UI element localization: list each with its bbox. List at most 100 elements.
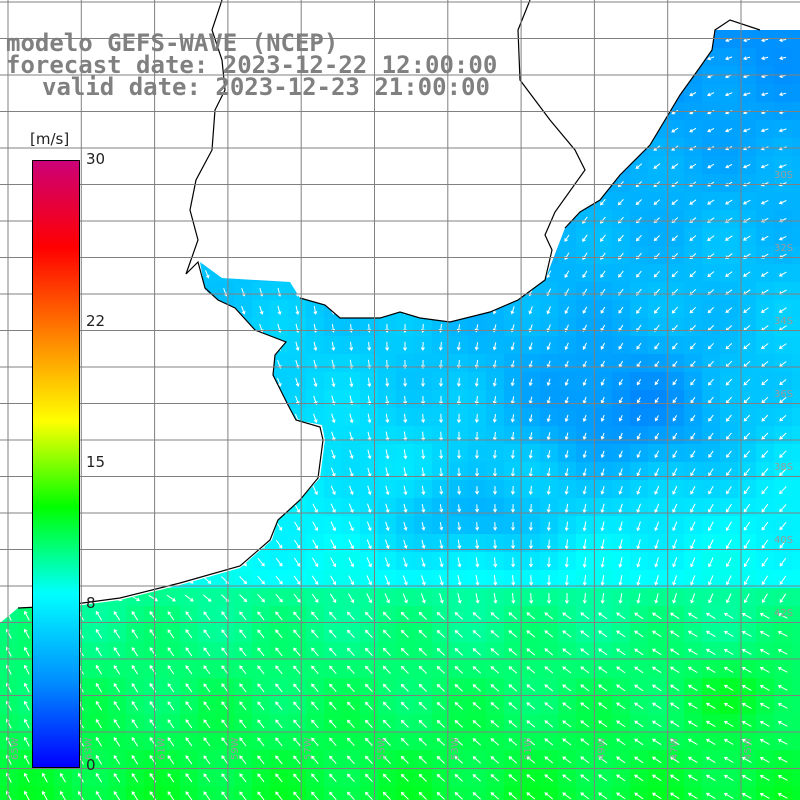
wind-vector	[385, 485, 390, 496]
field-cell	[774, 732, 793, 751]
wind-vector	[689, 92, 697, 97]
field-cell	[666, 696, 685, 715]
wind-vector	[544, 792, 554, 800]
wind-vector	[221, 647, 229, 657]
wind-vector	[689, 342, 696, 350]
wind-vector	[508, 774, 518, 782]
field-cell	[774, 48, 793, 67]
wind-vector	[113, 611, 121, 621]
field-cell	[738, 696, 757, 715]
wind-vector	[454, 773, 464, 782]
wind-vector	[454, 683, 464, 692]
wind-vector	[167, 755, 175, 765]
field-cell	[342, 624, 361, 643]
wind-vector	[723, 792, 734, 799]
field-cell	[774, 660, 793, 679]
wind-vector	[511, 592, 516, 604]
field-cell	[540, 606, 559, 625]
field-cell	[234, 606, 253, 625]
wind-vector	[185, 719, 193, 729]
field-cell	[90, 660, 109, 679]
wind-vector	[257, 719, 265, 729]
wind-vector	[384, 575, 390, 586]
wind-vector	[311, 557, 319, 568]
wind-vector	[690, 414, 696, 422]
wind-vector	[670, 630, 680, 638]
field-cell	[450, 606, 469, 625]
field-cell	[234, 570, 253, 589]
wind-vector	[436, 611, 445, 620]
field-cell	[90, 786, 109, 800]
field-cell	[216, 588, 235, 607]
wind-vector	[382, 791, 391, 800]
wind-vector	[474, 342, 479, 351]
wind-vector	[490, 792, 500, 800]
wind-vector	[636, 432, 641, 440]
field-cell	[450, 732, 469, 751]
wind-vector	[382, 611, 391, 620]
wind-vector	[385, 395, 390, 406]
wind-vector	[526, 666, 536, 674]
field-cell	[216, 786, 235, 800]
wind-vector	[634, 720, 644, 728]
wind-vector	[113, 629, 121, 639]
wind-vector	[741, 648, 752, 655]
wind-vector	[779, 56, 787, 61]
field-cell	[720, 750, 739, 769]
field-cell	[180, 624, 199, 643]
wind-vector	[472, 630, 482, 638]
wind-vector	[330, 503, 336, 514]
field-cell	[630, 660, 649, 679]
wind-vector	[113, 791, 121, 800]
wind-vector	[544, 612, 554, 620]
field-cell	[360, 570, 379, 589]
wind-vector	[492, 449, 497, 459]
wind-vector	[275, 575, 283, 585]
field-cell	[144, 714, 163, 733]
wind-vector	[275, 719, 283, 729]
wind-vector	[743, 450, 751, 458]
wind-vector	[779, 575, 787, 585]
wind-vector	[654, 575, 659, 586]
field-cell	[684, 696, 703, 715]
field-cell	[702, 768, 721, 787]
field-cell	[540, 696, 559, 715]
wind-vector	[618, 503, 623, 514]
wind-vector	[331, 413, 336, 424]
field-cell	[756, 210, 775, 229]
wind-vector	[529, 575, 534, 586]
field-cell	[324, 660, 343, 679]
field-cell	[558, 786, 577, 800]
wind-vector	[708, 593, 714, 604]
field-cell	[252, 678, 271, 697]
wind-vector	[418, 719, 427, 728]
wind-vector	[311, 719, 319, 729]
field-cell	[792, 696, 800, 715]
field-cell	[198, 624, 217, 643]
wind-vector	[366, 593, 372, 604]
wind-vector	[221, 755, 229, 765]
field-cell	[684, 678, 703, 697]
wind-vector	[759, 684, 770, 691]
wind-vector	[689, 271, 697, 278]
field-cell	[324, 732, 343, 751]
wind-vector	[475, 504, 480, 513]
field-cell	[684, 624, 703, 643]
field-cell	[342, 714, 361, 733]
wind-vector	[690, 575, 696, 586]
wind-vector	[743, 503, 751, 513]
valid-date: valid date: 2023-12-23 21:00:00	[42, 73, 490, 101]
field-cell	[0, 732, 19, 751]
field-cell	[144, 696, 163, 715]
latitude-label: 30S	[774, 170, 793, 181]
field-cell	[576, 660, 595, 679]
wind-vector	[544, 774, 554, 782]
wind-vector	[725, 271, 733, 277]
wind-vector	[403, 521, 408, 531]
wind-vector	[654, 539, 659, 550]
wind-vector	[690, 468, 696, 477]
wind-vector	[329, 629, 337, 639]
wind-vector	[723, 648, 734, 655]
field-cell	[450, 696, 469, 715]
wind-vector	[653, 163, 661, 169]
